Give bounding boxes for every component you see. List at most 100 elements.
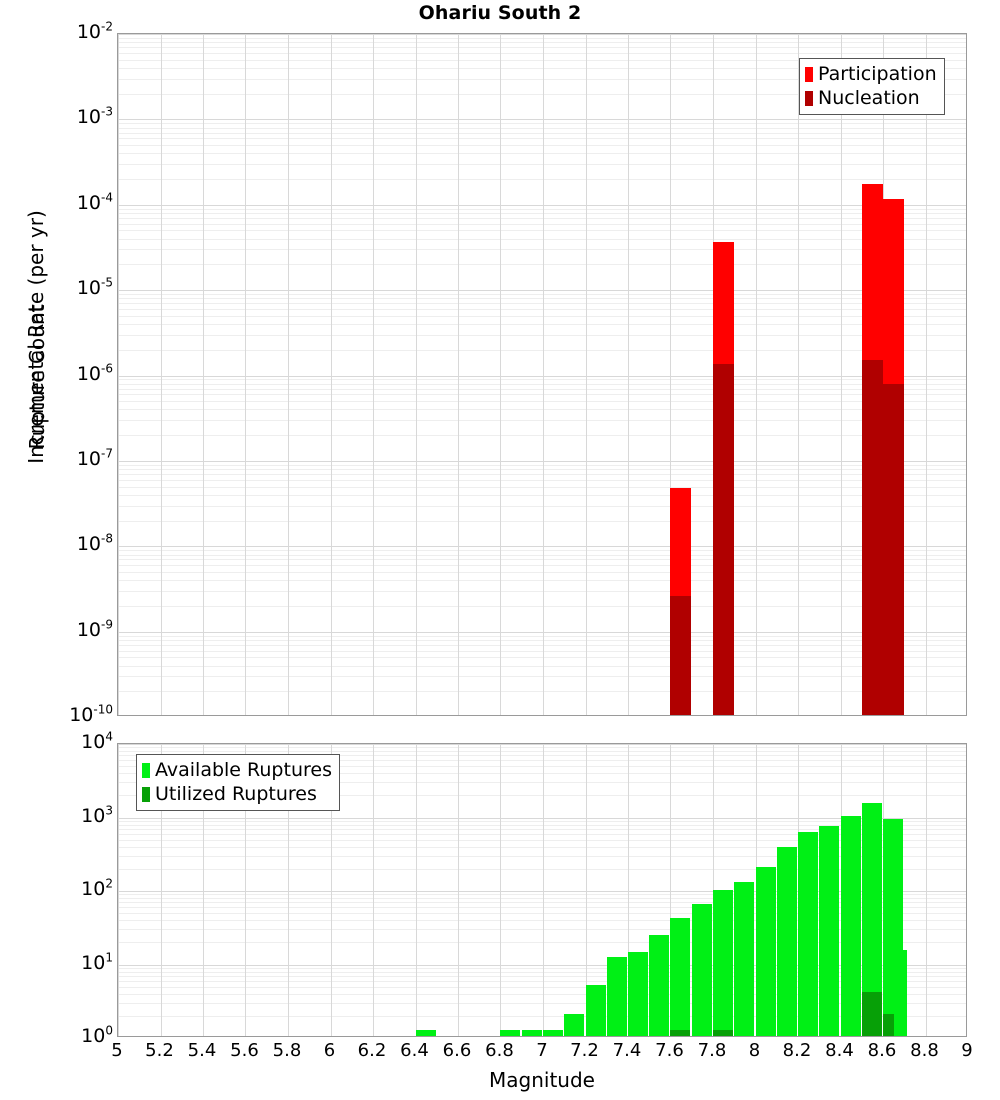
gridline-minor: [118, 249, 966, 251]
x-tick-label: 5.4: [187, 1040, 217, 1061]
gridline-minor: [118, 929, 966, 931]
gridline-minor: [118, 571, 966, 573]
count-bar: [841, 744, 861, 1036]
gridline-minor: [118, 52, 966, 54]
gridline-minor: [118, 605, 966, 607]
gridline-minor: [118, 676, 966, 678]
y-tick-label: 101: [81, 950, 113, 974]
y-tick-label: 104: [81, 729, 113, 753]
gridline-vertical: [203, 34, 204, 715]
gridline-vertical: [245, 744, 246, 1036]
gridline-minor: [118, 264, 966, 266]
available-segment: [713, 889, 733, 1036]
y-tick-label: 10-3: [76, 105, 113, 129]
legend-swatch-1: [142, 762, 150, 778]
gridline-minor: [118, 665, 966, 667]
gridline-minor: [118, 78, 966, 80]
gridline-minor: [118, 494, 966, 496]
bottom-plot-area: [118, 744, 966, 1036]
available-segment: [692, 903, 712, 1036]
rate-bar: [713, 34, 734, 715]
gridline-vertical: [586, 34, 587, 715]
legend-swatch-1: [805, 66, 813, 82]
rate-bar: [670, 34, 691, 715]
gridline-minor: [118, 47, 966, 49]
count-bar: [777, 744, 797, 1036]
gridline-minor: [118, 334, 966, 336]
gridline-minor: [118, 907, 966, 909]
gridline-minor: [118, 782, 966, 784]
gridline-minor: [118, 902, 966, 904]
available-segment: [841, 815, 861, 1036]
gridline-vertical: [798, 34, 799, 715]
gridline-vertical: [288, 744, 289, 1036]
count-bar: [649, 744, 669, 1036]
y-tick-label: 10-4: [76, 190, 113, 214]
x-tick-label: 5.2: [145, 1040, 174, 1061]
gridline-vertical: [670, 744, 671, 1036]
utilized-segment: [862, 991, 882, 1036]
gridline-vertical: [500, 744, 501, 1036]
gridline-minor: [118, 132, 966, 134]
gridline-minor: [118, 824, 966, 826]
gridline-minor: [118, 773, 966, 775]
count-bar: [586, 744, 606, 1036]
gridline-minor: [118, 846, 966, 848]
gridline-minor: [118, 942, 966, 944]
available-segment: [564, 1013, 584, 1036]
available-segment: [894, 949, 907, 1036]
count-bar: [798, 744, 818, 1036]
nucleation-segment: [862, 359, 883, 715]
gridline-major: [118, 119, 966, 120]
utilized-segment: [713, 1030, 733, 1036]
gridline-vertical: [416, 744, 417, 1036]
y-tick-label: 10-8: [76, 531, 113, 556]
gridline-minor: [118, 657, 966, 659]
gridline-vertical: [331, 744, 332, 1036]
gridline-minor: [118, 967, 966, 969]
gridline-minor: [118, 309, 966, 311]
gridline-vertical: [118, 744, 119, 1036]
gridline-minor: [118, 554, 966, 556]
gridline-vertical: [458, 744, 459, 1036]
gridline-minor: [118, 868, 966, 870]
gridline-minor: [118, 975, 966, 977]
gridline-minor: [118, 303, 966, 305]
x-axis-label: Magnitude: [489, 1068, 595, 1092]
gridline-minor: [118, 123, 966, 125]
gridline-major: [118, 818, 966, 819]
available-segment: [500, 1030, 520, 1036]
legend-item: Nucleation: [805, 86, 937, 110]
gridline-minor: [118, 59, 966, 61]
nucleation-segment: [883, 384, 904, 715]
gridline-minor: [118, 894, 966, 896]
gridline-minor: [118, 747, 966, 749]
gridline-minor: [118, 401, 966, 403]
gridline-vertical: [500, 34, 501, 715]
available-segment: [798, 831, 818, 1036]
gridline-minor: [118, 383, 966, 385]
gridline-minor: [118, 520, 966, 522]
gridline-vertical: [331, 34, 332, 715]
gridline-major: [118, 34, 966, 35]
gridline-vertical: [373, 34, 374, 715]
gridline-minor: [118, 993, 966, 995]
rate-bar: [883, 34, 904, 715]
count-bar: [564, 744, 584, 1036]
incremental-rate-plot: Participation Nucleation: [117, 33, 967, 716]
y-tick-label: 100: [81, 1023, 113, 1047]
x-tick-label: 7.2: [570, 1040, 599, 1061]
gridline-minor: [118, 298, 966, 300]
gridline-major: [118, 546, 966, 547]
available-segment: [628, 951, 648, 1036]
gridline-minor: [118, 179, 966, 181]
gridline-minor: [118, 559, 966, 561]
x-tick-label: 6.4: [400, 1040, 429, 1061]
gridline-minor: [118, 691, 966, 693]
gridline-minor: [118, 469, 966, 471]
gridline-minor: [118, 294, 966, 296]
gridline-minor: [118, 898, 966, 900]
gridline-vertical: [416, 34, 417, 715]
count-bar: [607, 744, 627, 1036]
x-tick-label: 6: [323, 1040, 336, 1061]
